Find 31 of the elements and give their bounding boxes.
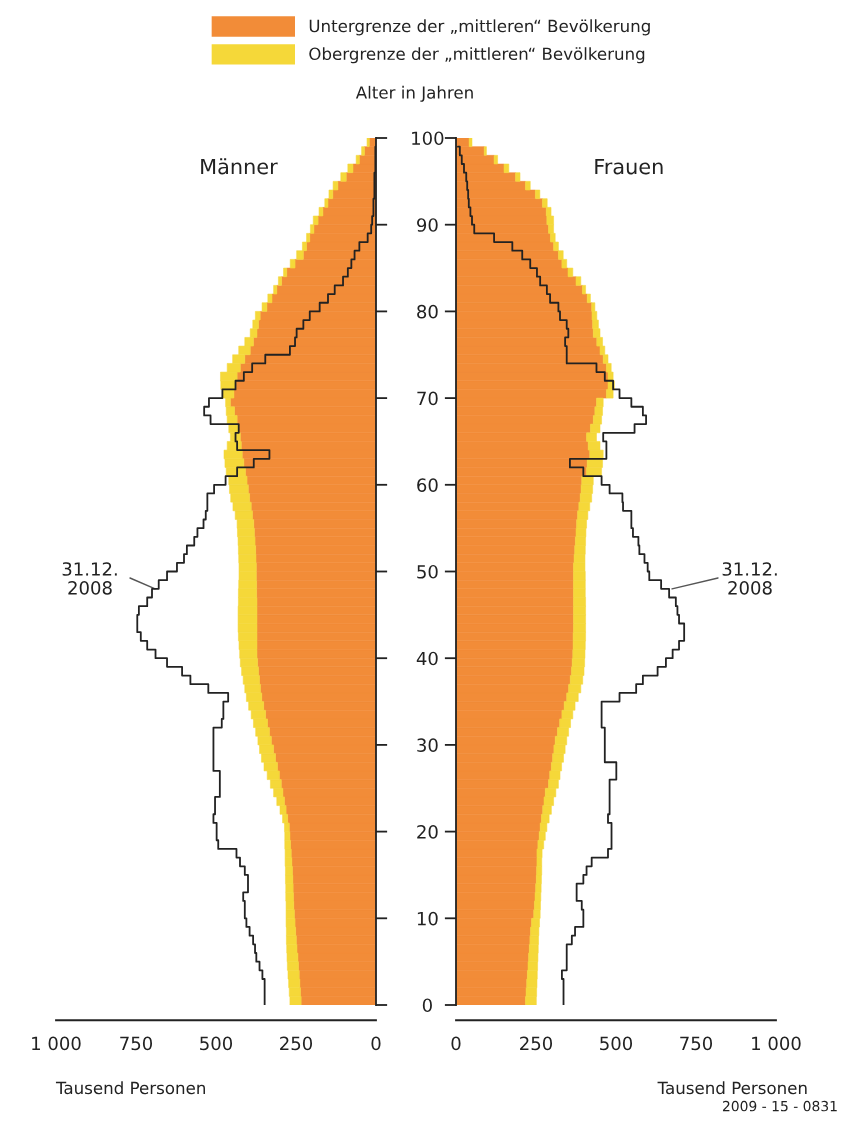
y-tick-label: 20	[417, 825, 438, 839]
text: Männer	[201, 158, 278, 175]
y-tick-label: 50	[417, 564, 438, 579]
x-tick-label: 250	[280, 1036, 313, 1051]
x-tick-label: 0	[371, 1036, 381, 1051]
y-tick-label: 40	[416, 651, 438, 666]
x-tick-label: 500	[600, 1036, 633, 1051]
y-tick-label: 90	[417, 218, 438, 232]
x-axis-title: Tausend Personen	[55, 1081, 205, 1095]
x-axis-title: Tausend Personen	[657, 1081, 807, 1095]
x-tick-label: 500	[200, 1036, 233, 1051]
annotation: 31.12. 2008	[722, 562, 777, 595]
legend-label: Obergrenze der „mittleren“ Bevölkerung	[309, 47, 645, 64]
y-tick-label: 30	[417, 738, 438, 753]
x-tick-label: 0	[451, 1036, 461, 1051]
annotation: 31.12. 2008	[62, 562, 117, 595]
y-axis-title: Alter in Jahren	[355, 85, 473, 102]
legend-label: Untergrenze der „mittleren“ Bevölkerung	[309, 19, 650, 36]
y-tick-label: 10	[417, 911, 438, 926]
y-tick-label: 100	[412, 131, 444, 146]
x-tick-label: 1 000	[752, 1036, 801, 1051]
text: 2009 - 15 - 0831	[722, 1100, 837, 1112]
text: Frauen	[595, 158, 663, 175]
x-tick-label: 1 000	[32, 1036, 81, 1051]
x-tick-label: 750	[680, 1036, 713, 1051]
x-tick-label: 750	[120, 1036, 153, 1051]
y-tick-label: 80	[417, 304, 438, 319]
y-tick-label: 70	[417, 391, 438, 406]
y-tick-label: 0	[422, 998, 432, 1013]
y-tick-label: 60	[417, 478, 438, 492]
x-tick-label: 250	[520, 1036, 553, 1051]
